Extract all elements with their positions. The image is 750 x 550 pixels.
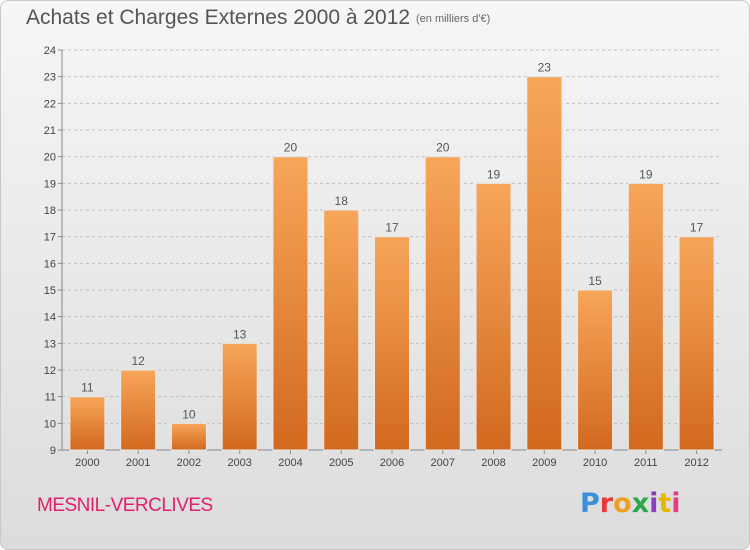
y-tick-label: 10 [44, 418, 56, 430]
y-tick-label: 17 [44, 232, 56, 244]
x-tick-label-2007: 2007 [431, 457, 455, 469]
x-tick-label-2008: 2008 [481, 457, 505, 469]
logo-letter: x [631, 488, 650, 519]
data-label-2001: 12 [131, 354, 145, 368]
y-tick-label: 16 [44, 258, 56, 270]
bar-2003 [221, 342, 258, 451]
logo-letter: i [671, 488, 681, 519]
x-tick-label-2010: 2010 [583, 457, 607, 469]
data-label-2011: 19 [639, 167, 653, 181]
x-tick-label-2002: 2002 [177, 457, 201, 469]
y-tick-label: 23 [44, 72, 56, 84]
data-label-2012: 17 [690, 221, 704, 235]
x-tick-label-2001: 2001 [126, 457, 150, 469]
bar-2008 [475, 182, 512, 451]
x-tick-label-2012: 2012 [684, 457, 708, 469]
logo-letter: o [613, 488, 632, 519]
logo-letter: P [580, 488, 600, 519]
bar-2009 [526, 76, 563, 451]
x-tick-label-2006: 2006 [380, 457, 404, 469]
chart-title: Achats et Charges Externes 2000 à 2012 [26, 6, 411, 29]
y-tick-label: 13 [44, 338, 56, 350]
y-tick-label: 21 [44, 125, 56, 137]
data-label-2010: 15 [588, 274, 602, 288]
y-tick-label: 11 [45, 392, 56, 404]
bar-2010 [577, 289, 614, 451]
bar-2001 [120, 369, 157, 451]
bar-2002 [170, 422, 207, 451]
bars [69, 76, 715, 451]
logo-letter: r [599, 488, 614, 519]
bar-2004 [272, 156, 309, 451]
data-label-2004: 20 [284, 141, 298, 155]
logo-letter: t [658, 488, 672, 519]
data-label-2000: 11 [81, 381, 94, 395]
data-labels: 11 12 10 13 20 18 17 20 19 23 15 19 17 [81, 61, 703, 422]
data-label-2006: 17 [385, 221, 399, 235]
x-tick-label-2004: 2004 [278, 457, 302, 469]
y-tick-label: 9 [50, 445, 56, 457]
y-tick-label: 18 [44, 205, 56, 217]
x-tick-label-2005: 2005 [329, 457, 353, 469]
y-tick-label: 15 [44, 285, 56, 297]
bar-2006 [374, 236, 410, 451]
commune-name: MESNIL-VERCLIVES [37, 495, 213, 516]
data-label-2009: 23 [538, 61, 552, 75]
logo-letter: i [649, 488, 659, 519]
x-tick-label-2000: 2000 [75, 457, 99, 469]
chart-subtitle: (en milliers d'€) [416, 13, 491, 25]
bar-2007 [424, 156, 461, 451]
y-tick-label: 24 [44, 45, 56, 57]
data-label-2002: 10 [182, 407, 196, 421]
data-label-2003: 13 [233, 327, 247, 341]
y-tick-label: 12 [44, 365, 56, 377]
proxiti-logo: Proxiti [580, 488, 681, 519]
y-tick-label: 14 [44, 312, 56, 324]
x-tick-label-2009: 2009 [532, 457, 556, 469]
bar-2000 [69, 396, 106, 451]
data-label-2008: 19 [487, 167, 501, 181]
bar-2005 [323, 209, 360, 451]
data-label-2007: 20 [436, 141, 450, 155]
y-tick-label: 19 [44, 178, 56, 190]
bar-2012 [678, 236, 715, 451]
y-tick-label: 20 [44, 152, 56, 164]
x-tick-label-2003: 2003 [227, 457, 251, 469]
bar-2011 [627, 182, 664, 451]
x-tick-label-2011: 2011 [634, 457, 658, 469]
data-label-2005: 18 [335, 194, 349, 208]
y-tick-label: 22 [44, 98, 56, 110]
